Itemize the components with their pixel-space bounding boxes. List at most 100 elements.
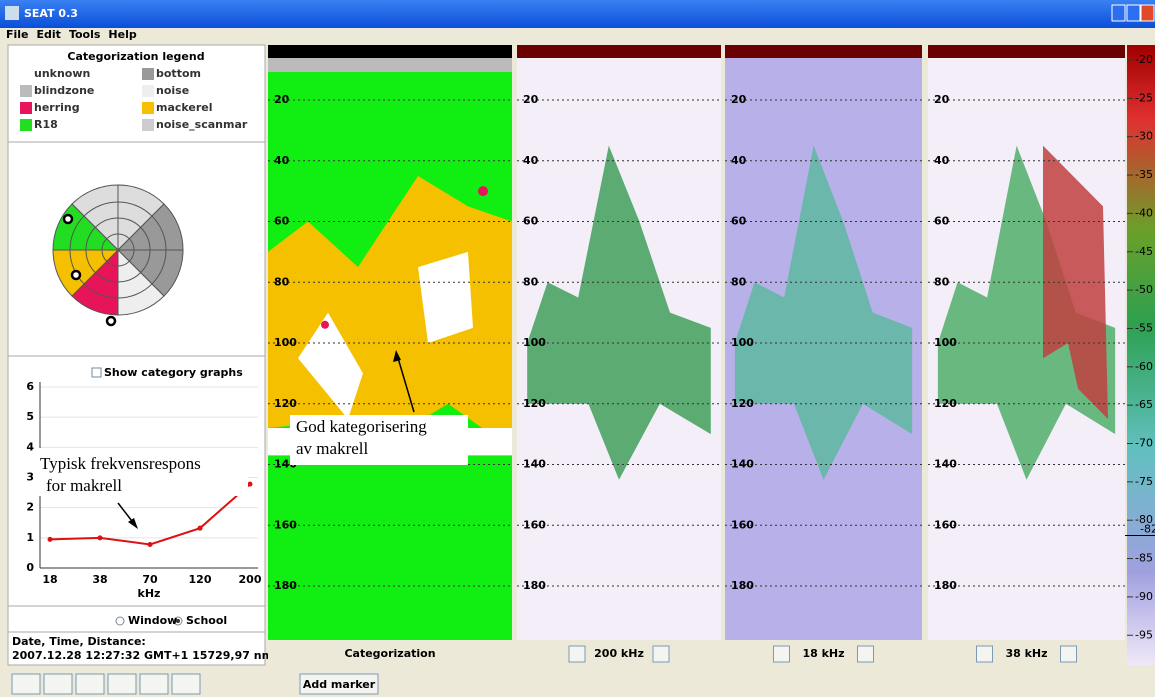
depth-label: 120 (523, 397, 546, 410)
menu-item[interactable]: File (6, 28, 29, 41)
point (197, 525, 203, 531)
colorbar-label: -35 (1135, 168, 1153, 181)
arrowhead (393, 350, 401, 362)
depth-label: 20 (731, 93, 747, 106)
annotation-line: av makrell (296, 439, 368, 458)
prev-button[interactable] (568, 645, 586, 663)
menu-item[interactable]: Help (108, 28, 136, 41)
menu-item[interactable]: Tools (69, 28, 101, 41)
depth-label: 140 (523, 458, 546, 471)
colorbar (1127, 45, 1155, 665)
arrowhead (128, 518, 138, 529)
point (47, 536, 53, 542)
herring-spot (321, 320, 329, 329)
depth-label: 100 (274, 336, 297, 349)
legend-label: noise_scanmar (156, 118, 248, 131)
depth-label: 180 (731, 579, 754, 592)
depth-label: 160 (523, 518, 546, 531)
eject-button[interactable] (171, 673, 201, 695)
checkbox[interactable] (91, 367, 102, 378)
colorbar-label: -20 (1135, 53, 1153, 66)
colorbar-label: -25 (1135, 91, 1153, 104)
depth-label: 80 (934, 275, 950, 288)
checkbox-label: Show category graphs (104, 366, 243, 379)
app-icon (5, 6, 19, 20)
colorbar-label: -70 (1135, 437, 1153, 450)
colorbar-label: -45 (1135, 245, 1153, 258)
maximize[interactable] (1126, 4, 1141, 22)
colorbar-label: -90 (1135, 590, 1153, 603)
blindzone (268, 58, 512, 72)
herring-spot (478, 186, 488, 197)
menu-bar (0, 28, 1155, 42)
status-label: Date, Time, Distance: (12, 635, 146, 648)
depth-label: 60 (731, 215, 747, 228)
point (147, 541, 153, 547)
depth-label: 80 (731, 275, 747, 288)
y-tick-label: 3 (26, 471, 34, 484)
close[interactable] (1140, 4, 1155, 22)
depth-label: 80 (274, 275, 290, 288)
depth-label: 180 (274, 579, 297, 592)
legend-swatch (20, 85, 32, 97)
colorbar-label: -60 (1135, 360, 1153, 373)
legend-label: noise (156, 84, 189, 97)
radio-window[interactable] (115, 616, 125, 626)
forward-button[interactable] (107, 673, 137, 695)
echogram-top (517, 45, 721, 58)
pause-button[interactable] (75, 673, 105, 695)
legend-swatch (20, 119, 32, 131)
next-button[interactable] (652, 645, 670, 663)
legend-label: herring (34, 101, 80, 114)
y-tick-label: 5 (26, 410, 34, 423)
colorbar-label: -85 (1135, 552, 1153, 565)
annotation: God kategorisering av makrell (296, 417, 427, 458)
colorbar-label: -50 (1135, 283, 1153, 296)
polar-diagram (52, 184, 184, 327)
x-axis-label: kHz (138, 587, 161, 600)
depth-label: 80 (523, 275, 539, 288)
rewind-button[interactable] (11, 673, 41, 695)
prev-button[interactable] (976, 645, 993, 663)
radio-label: School (186, 614, 227, 627)
back-button[interactable] (43, 673, 73, 695)
legend-swatch (142, 102, 154, 114)
y-tick-label: 2 (26, 501, 34, 514)
depth-label: 120 (731, 397, 754, 410)
menu-item[interactable]: Edit (37, 28, 61, 41)
next-button[interactable] (857, 645, 874, 663)
depth-label: 40 (731, 154, 747, 167)
colorbar-label: -95 (1135, 628, 1153, 641)
arrow (397, 357, 415, 413)
echo-region (527, 145, 711, 480)
window-title: SEAT 0.3 (24, 7, 78, 20)
legend-label: unknown (34, 67, 90, 80)
colorbar-label: -65 (1135, 398, 1153, 411)
minimize[interactable] (1111, 4, 1126, 22)
y-tick-label: 6 (26, 380, 34, 393)
x-tick-label: 200 (239, 573, 262, 586)
depth-label: 180 (934, 579, 957, 592)
prev-button[interactable] (773, 645, 790, 663)
add-marker-button[interactable] (299, 673, 379, 695)
annotation-line: for makrell (46, 476, 122, 495)
x-tick-label: 70 (142, 573, 158, 586)
legend-label: bottom (156, 67, 201, 80)
depth-label: 160 (934, 518, 957, 531)
depth-label: 20 (274, 93, 290, 106)
fast-forward-button[interactable] (139, 673, 169, 695)
depth-label: 40 (934, 154, 950, 167)
depth-label: 60 (274, 215, 290, 228)
legend-swatch (142, 68, 154, 80)
legend-title: Categorization legend (67, 50, 204, 63)
next-button[interactable] (1060, 645, 1077, 663)
depth-label: 120 (274, 397, 297, 410)
herring-echo (1043, 145, 1108, 419)
depth-label: 40 (523, 154, 539, 167)
depth-label: 120 (934, 397, 957, 410)
button-label: Add marker (303, 678, 376, 691)
depth-label: 160 (731, 518, 754, 531)
x-tick-label: 18 (42, 573, 57, 586)
annotation: Typisk frekvensrespons for makrell (40, 454, 201, 495)
panel-label: 18 kHz (802, 647, 844, 660)
